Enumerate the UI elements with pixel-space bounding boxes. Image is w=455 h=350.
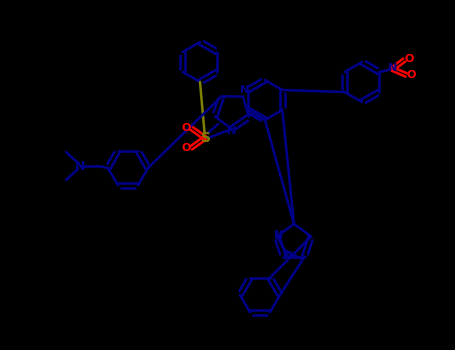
Text: N: N (75, 160, 85, 173)
Text: N: N (274, 230, 283, 240)
Text: N: N (388, 63, 397, 73)
Text: S: S (201, 131, 211, 145)
Text: N: N (283, 251, 292, 260)
Text: O: O (407, 70, 416, 80)
Text: N: N (240, 85, 249, 95)
Text: O: O (404, 54, 414, 64)
Text: O: O (181, 143, 191, 153)
Text: O: O (181, 123, 191, 133)
Text: N: N (227, 126, 236, 136)
